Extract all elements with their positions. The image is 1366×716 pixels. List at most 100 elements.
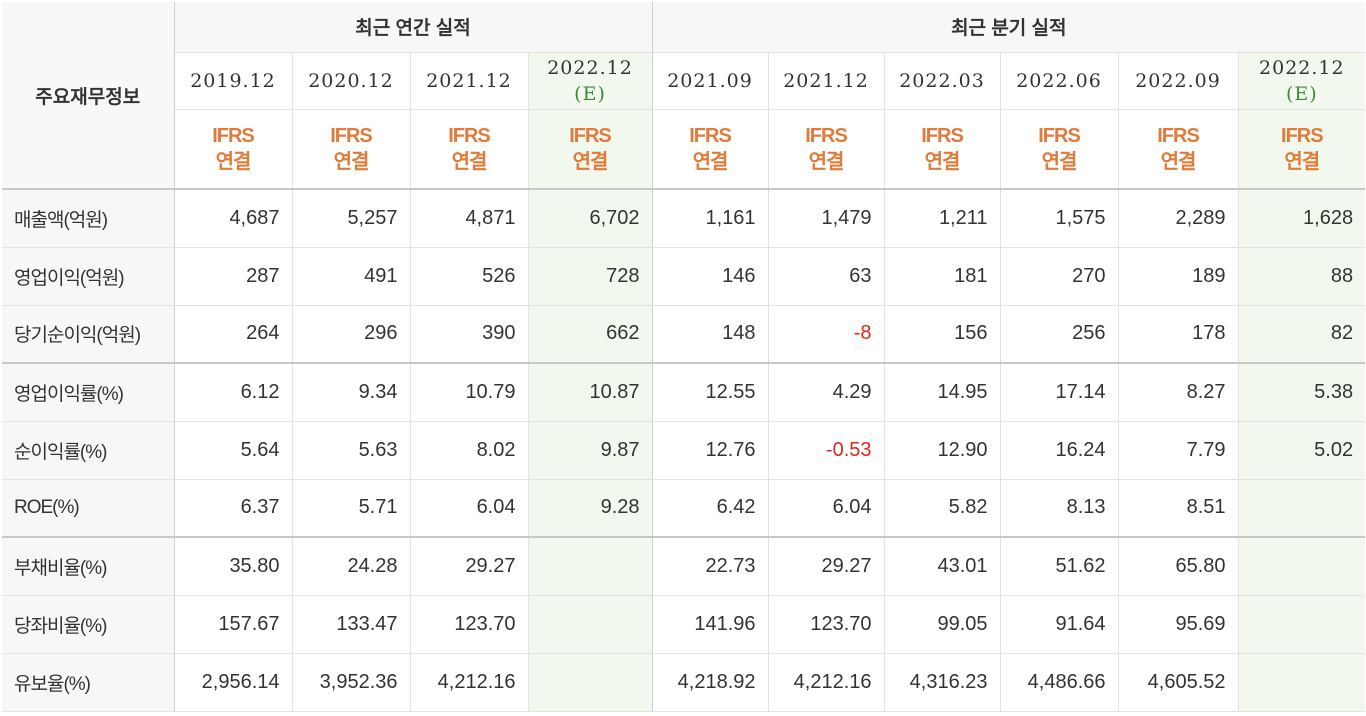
table-row: 순이익률(%) 5.64 5.63 8.02 9.87 12.76 -0.53 12.90 16…: [2, 421, 1366, 480]
table-row: 유보율(%) 2,956.14 3,952.36 4,212.16 4,218.92 4,…: [2, 653, 1366, 712]
period-header: 2022.12 (E): [528, 52, 653, 110]
period-label: 2021.09: [667, 69, 753, 92]
consolidated-label: 연결: [924, 150, 961, 173]
value-cell: 178: [1118, 305, 1239, 364]
value-cell: 9.87: [528, 421, 653, 480]
value-cell: 526: [410, 247, 529, 306]
period-label: 2021.12: [426, 69, 512, 92]
table-row: ROE(%) 6.37 5.71 6.04 9.28 6.42 6.04 5.82 8.13 8.…: [2, 479, 1366, 538]
value-cell: 1,628: [1238, 189, 1366, 248]
ifrs-basis: IFRS 연결: [1238, 109, 1366, 190]
period-label: 2022.12: [1259, 56, 1345, 79]
consolidated-label: 연결: [692, 150, 729, 173]
value-cell: 35.80: [174, 537, 293, 596]
table-row: 당기순이익(억원) 264 296 390 662 148 -8 156 256 178 82: [2, 305, 1366, 364]
value-cell: 8.02: [410, 421, 529, 480]
row-label: 매출액(억원): [2, 189, 175, 248]
period-label: 2021.12: [783, 69, 869, 92]
value-cell: 63: [768, 247, 885, 306]
value-cell: 9.34: [292, 363, 411, 422]
ifrs-label: IFRS: [448, 124, 491, 147]
value-cell: 4,316.23: [884, 653, 1001, 712]
value-cell: 296: [292, 305, 411, 364]
value-cell: 3,952.36: [292, 653, 411, 712]
value-cell: 123.70: [768, 595, 885, 654]
value-cell: 1,479: [768, 189, 885, 248]
value-cell: 6.04: [410, 479, 529, 538]
value-cell: 22.73: [652, 537, 769, 596]
value-cell: [1238, 653, 1366, 712]
period-header: 2021.12: [410, 52, 529, 110]
value-cell: 95.69: [1118, 595, 1239, 654]
value-cell: 5.82: [884, 479, 1001, 538]
value-cell: 5,257: [292, 189, 411, 248]
ifrs-label: IFRS: [569, 124, 612, 147]
value-cell: 141.96: [652, 595, 769, 654]
value-cell: 12.55: [652, 363, 769, 422]
estimate-marker: (E): [574, 82, 606, 105]
consolidated-label: 연결: [572, 150, 609, 173]
value-cell: [1238, 595, 1366, 654]
value-cell: 189: [1118, 247, 1239, 306]
value-cell: 9.28: [528, 479, 653, 538]
row-label: 당좌비율(%): [2, 595, 175, 654]
value-cell: 4,687: [174, 189, 293, 248]
value-cell: 8.51: [1118, 479, 1239, 538]
value-cell: [528, 595, 653, 654]
value-cell: 24.28: [292, 537, 411, 596]
table-body: 매출액(억원) 4,687 5,257 4,871 6,702 1,161 1,479 1,2…: [2, 189, 1366, 712]
value-cell: [528, 653, 653, 712]
value-cell: 256: [1000, 305, 1119, 364]
value-cell: [528, 537, 653, 596]
value-cell: 1,161: [652, 189, 769, 248]
consolidated-label: 연결: [808, 150, 845, 173]
ifrs-label: IFRS: [1157, 124, 1200, 147]
corner-label: 주요재무정보: [2, 2, 175, 190]
period-header: 2021.12: [768, 52, 885, 110]
value-cell: 7.79: [1118, 421, 1239, 480]
value-cell: 5.64: [174, 421, 293, 480]
value-cell: 1,211: [884, 189, 1001, 248]
ifrs-label: IFRS: [921, 124, 964, 147]
table-row: 영업이익률(%) 6.12 9.34 10.79 10.87 12.55 4.29 14.95…: [2, 363, 1366, 422]
value-cell: 491: [292, 247, 411, 306]
ifrs-basis: IFRS 연결: [768, 109, 885, 190]
ifrs-label: IFRS: [330, 124, 373, 147]
ifrs-label: IFRS: [212, 124, 255, 147]
value-cell: 4,212.16: [768, 653, 885, 712]
period-label: 2022.03: [899, 69, 985, 92]
value-cell: 4,486.66: [1000, 653, 1119, 712]
value-cell: 2,289: [1118, 189, 1239, 248]
consolidated-label: 연결: [333, 150, 370, 173]
value-cell: 4,212.16: [410, 653, 529, 712]
consolidated-label: 연결: [1160, 150, 1197, 173]
ifrs-basis: IFRS 연결: [652, 109, 769, 190]
table-row: 당좌비율(%) 157.67 133.47 123.70 141.96 123.70 99.…: [2, 595, 1366, 654]
consolidated-label: 연결: [1284, 150, 1320, 173]
value-cell: 6.37: [174, 479, 293, 538]
value-cell: 4,218.92: [652, 653, 769, 712]
value-cell: 5.63: [292, 421, 411, 480]
value-cell: 51.62: [1000, 537, 1119, 596]
value-cell: -8: [768, 305, 885, 364]
row-label: 유보율(%): [2, 653, 175, 712]
value-cell: 14.95: [884, 363, 1001, 422]
period-header: 2022.06: [1000, 52, 1119, 110]
value-cell: 10.87: [528, 363, 653, 422]
value-cell: 4,871: [410, 189, 529, 248]
value-cell: 6.42: [652, 479, 769, 538]
ifrs-label: IFRS: [805, 124, 848, 147]
period-header: 2019.12: [174, 52, 293, 110]
ifrs-row: IFRS 연결 IFRS 연결 IFRS 연결 IFRS 연결 IFRS 연결 IFRS 연결 IFRS…: [2, 109, 1366, 190]
value-cell: 6.04: [768, 479, 885, 538]
row-label: 당기순이익(억원): [2, 305, 175, 364]
value-cell: 5.38: [1238, 363, 1366, 422]
value-cell: 181: [884, 247, 1001, 306]
row-label: 영업이익(억원): [2, 247, 175, 306]
value-cell: 2,956.14: [174, 653, 293, 712]
value-cell: 91.64: [1000, 595, 1119, 654]
period-header: 2020.12: [292, 52, 411, 110]
value-cell: 65.80: [1118, 537, 1239, 596]
ifrs-basis: IFRS 연결: [1000, 109, 1119, 190]
